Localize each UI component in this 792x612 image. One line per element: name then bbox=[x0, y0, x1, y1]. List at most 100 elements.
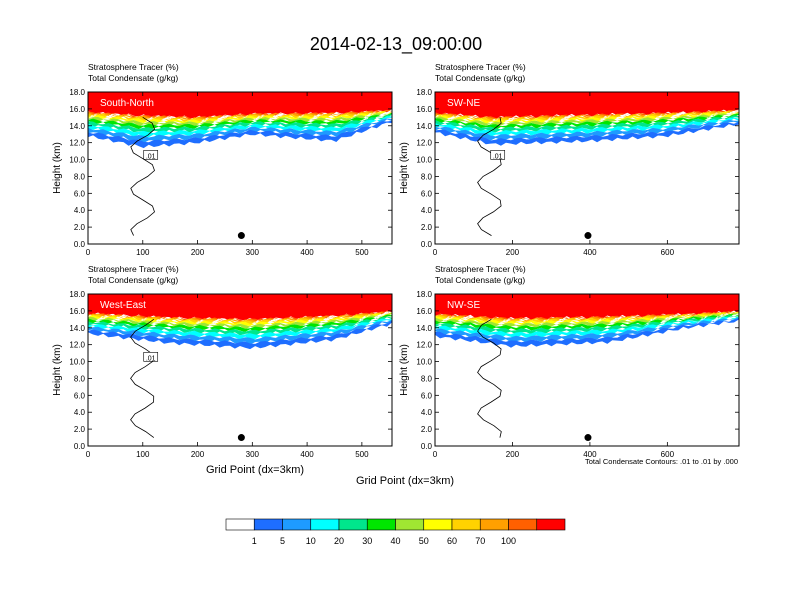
y-tick-label: 0.0 bbox=[74, 442, 86, 451]
y-tick-label: 0.0 bbox=[421, 442, 433, 451]
tracer-band bbox=[435, 315, 739, 335]
tracer-band bbox=[435, 316, 739, 339]
x-tick-label: 300 bbox=[246, 450, 260, 459]
x-tick-label: 600 bbox=[661, 248, 675, 257]
x-tick-label: 100 bbox=[136, 248, 150, 257]
colorbar-box bbox=[225, 518, 255, 531]
tracer-band bbox=[435, 311, 739, 326]
y-tick-label: 2.0 bbox=[74, 425, 86, 434]
panel-title-line2: Total Condensate (g/kg) bbox=[435, 275, 525, 285]
location-marker bbox=[237, 434, 245, 442]
panel-nw-se: 0.0 2.0 4.0 6.0 8.0 10.0 12.0 14.0 16.0 18.0 0 200 4… bbox=[399, 264, 740, 459]
condensate-contour bbox=[130, 116, 156, 236]
y-tick-label: 2.0 bbox=[421, 223, 433, 232]
y-tick-label: 12.0 bbox=[416, 139, 432, 148]
tracer-band bbox=[88, 116, 392, 138]
tracer-band bbox=[435, 110, 739, 122]
tracer-field: .01 bbox=[88, 92, 392, 236]
plot-frame bbox=[434, 293, 740, 447]
y-tick-label: 4.0 bbox=[74, 408, 86, 417]
colorbar-box bbox=[479, 518, 509, 531]
colorbar-label: 60 bbox=[447, 536, 457, 546]
x-tick-label: 500 bbox=[355, 248, 369, 257]
y-tick-label: 6.0 bbox=[74, 189, 86, 198]
y-tick-label: 16.0 bbox=[69, 105, 85, 114]
tracer-band bbox=[88, 111, 392, 124]
tracer-band bbox=[88, 320, 392, 350]
contour-label-box bbox=[143, 352, 159, 362]
y-tick-label: 14.0 bbox=[69, 324, 85, 333]
colorbar-box bbox=[310, 518, 340, 531]
tracer-band bbox=[435, 109, 739, 120]
contour-label: .01 bbox=[146, 355, 156, 362]
y-tick-label: 16.0 bbox=[416, 105, 432, 114]
tracer-field bbox=[435, 294, 739, 438]
tracer-band bbox=[88, 120, 392, 149]
y-tick-label: 8.0 bbox=[421, 172, 433, 181]
y-tick-label: 6.0 bbox=[74, 391, 86, 400]
x-tick-label: 300 bbox=[246, 248, 260, 257]
x-tick-label: 0 bbox=[433, 248, 438, 257]
x-tick-label: 0 bbox=[86, 450, 91, 459]
condensate-contour bbox=[130, 318, 155, 438]
panel-name: South-North bbox=[100, 98, 154, 109]
tracer-band bbox=[88, 314, 392, 332]
y-tick-label: 18.0 bbox=[69, 290, 85, 299]
tracer-band bbox=[435, 117, 739, 137]
x-tick-label: 0 bbox=[433, 450, 438, 459]
colorbar-label: 70 bbox=[475, 536, 485, 546]
y-tick-label: 10.0 bbox=[416, 358, 432, 367]
tracer-band bbox=[88, 118, 392, 143]
tracer-band bbox=[435, 112, 739, 127]
location-marker bbox=[584, 232, 592, 240]
contour-label-box bbox=[490, 150, 506, 160]
tracer-band bbox=[88, 316, 392, 336]
y-tick-label: 2.0 bbox=[74, 223, 86, 232]
location-marker bbox=[584, 434, 592, 442]
y-tick-label: 14.0 bbox=[69, 122, 85, 131]
y-tick-label: 0.0 bbox=[74, 240, 86, 249]
colorbar-box bbox=[366, 518, 396, 531]
colorbar-box bbox=[253, 518, 283, 531]
y-tick-label: 12.0 bbox=[416, 341, 432, 350]
x-axis-label-right: Grid Point (dx=3km) bbox=[356, 475, 454, 487]
colorbar-box bbox=[536, 518, 566, 531]
tracer-band bbox=[88, 92, 392, 119]
tracer-band bbox=[435, 119, 739, 141]
x-tick-label: 200 bbox=[506, 248, 520, 257]
colorbar-label: 20 bbox=[334, 536, 344, 546]
tracer-band bbox=[435, 314, 739, 331]
tracer-band bbox=[435, 92, 739, 120]
y-tick-label: 8.0 bbox=[74, 374, 86, 383]
panel-south-north: .01 0.0 2.0 4.0 6.0 8.0 10.0 12.0 14.0 16.0 18.0 0 1… bbox=[52, 62, 393, 257]
panel-sw-ne: .01 0.0 2.0 4.0 6.0 8.0 10.0 12.0 14.0 16.0 18.0 0 2… bbox=[399, 62, 740, 257]
x-tick-label: 0 bbox=[86, 248, 91, 257]
x-tick-label: 200 bbox=[506, 450, 520, 459]
tracer-field: .01 bbox=[435, 92, 739, 236]
y-tick-label: 2.0 bbox=[421, 425, 433, 434]
y-tick-label: 4.0 bbox=[421, 206, 433, 215]
y-tick-label: 12.0 bbox=[69, 341, 85, 350]
tracer-band bbox=[88, 114, 392, 134]
tracer-band bbox=[435, 121, 739, 146]
panel-title-line2: Total Condensate (g/kg) bbox=[88, 275, 178, 285]
y-tick-label: 6.0 bbox=[421, 189, 433, 198]
contour-label-box bbox=[143, 150, 159, 160]
panel-title-line1: Stratosphere Tracer (%) bbox=[435, 62, 526, 72]
colorbar-label: 5 bbox=[280, 536, 285, 546]
colorbar-box bbox=[423, 518, 453, 531]
tracer-band bbox=[435, 312, 739, 329]
y-tick-label: 10.0 bbox=[69, 156, 85, 165]
tracer-band bbox=[88, 318, 392, 340]
plot-frame bbox=[434, 91, 740, 245]
location-marker bbox=[237, 232, 245, 240]
y-axis-label: Height (km) bbox=[52, 344, 63, 396]
y-axis-label: Height (km) bbox=[52, 142, 63, 194]
y-axis-label: Height (km) bbox=[399, 344, 410, 396]
x-tick-label: 400 bbox=[300, 248, 314, 257]
x-tick-label: 500 bbox=[355, 450, 369, 459]
y-tick-label: 18.0 bbox=[69, 88, 85, 97]
colorbar-box bbox=[338, 518, 368, 531]
panel-name: NW-SE bbox=[447, 300, 480, 311]
x-tick-label: 600 bbox=[661, 450, 675, 459]
